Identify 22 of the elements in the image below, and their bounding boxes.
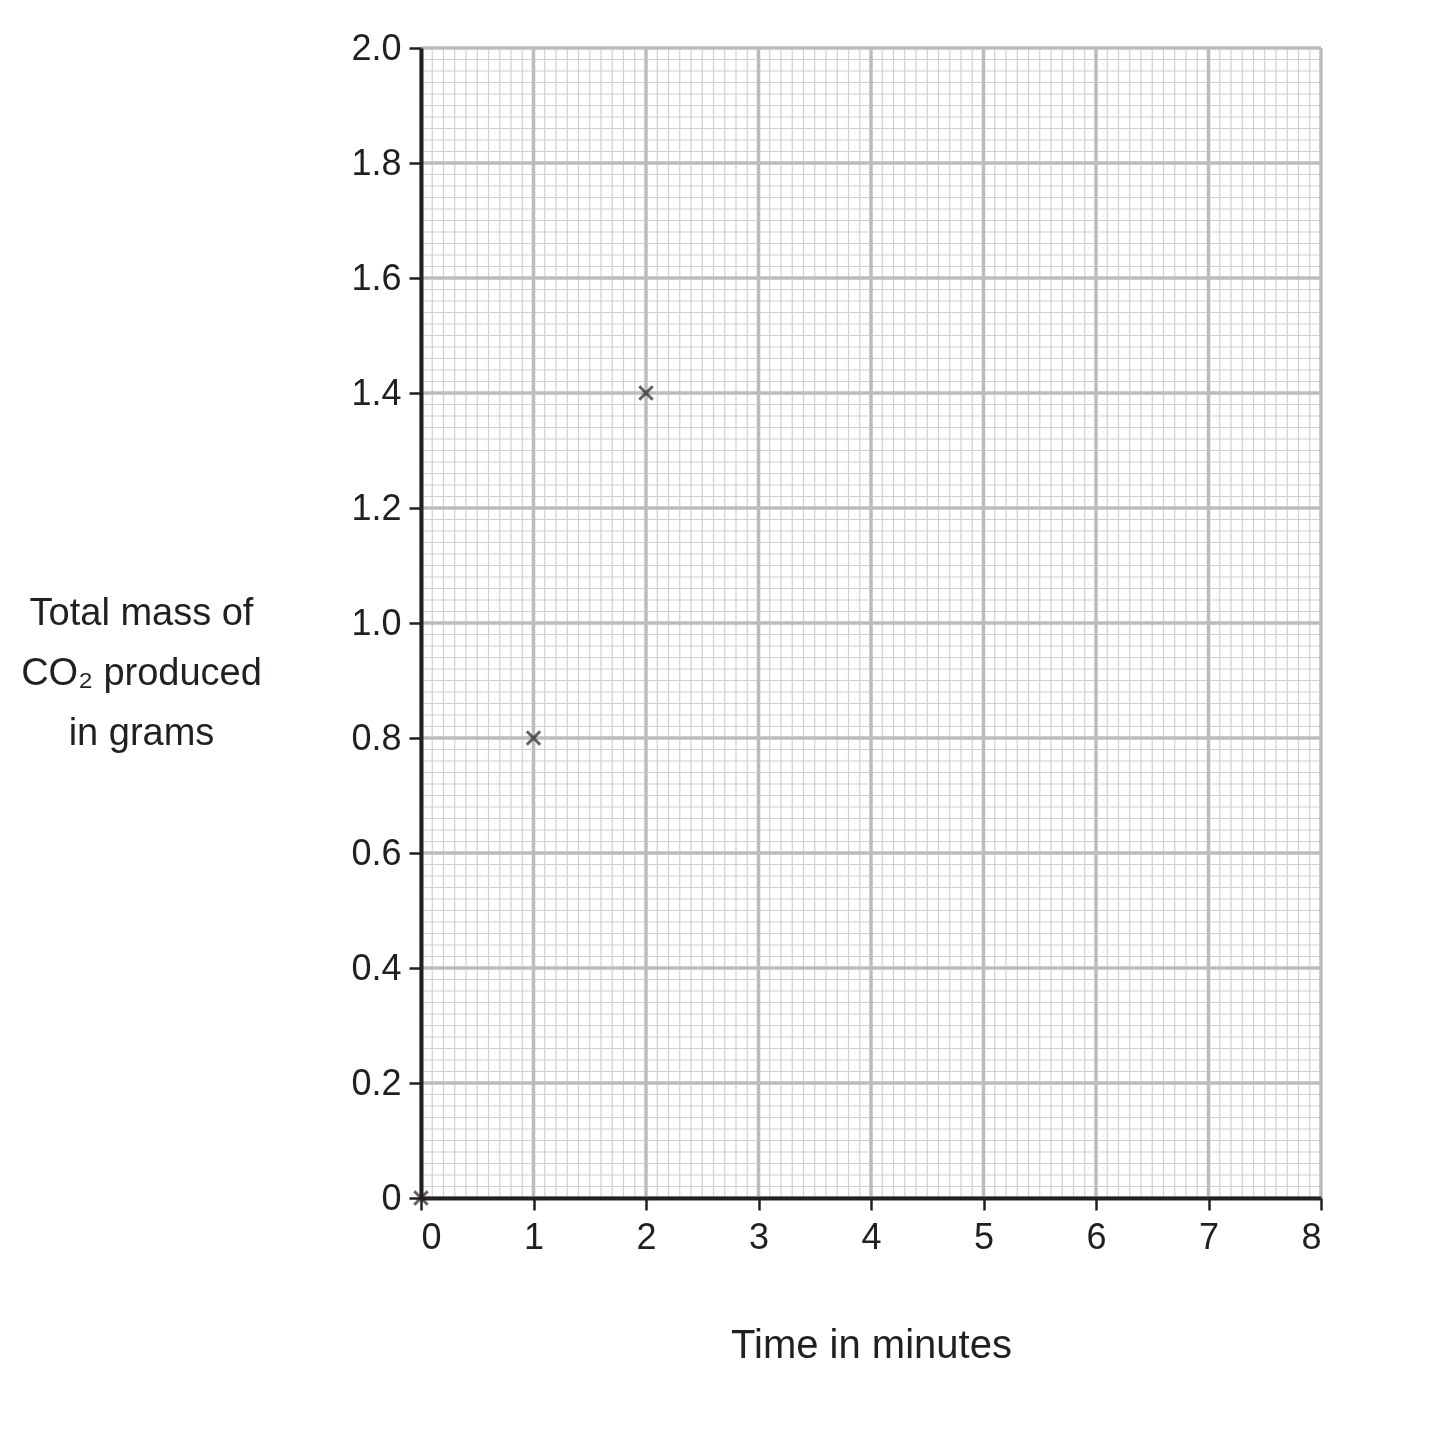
y-tick-label: 2.0 (351, 26, 402, 68)
x-tick-label: 2 (636, 1215, 657, 1257)
y-tick-label: 1.8 (351, 141, 402, 183)
y-tick-label: 0 (381, 1176, 402, 1218)
x-tick-label: 8 (1301, 1215, 1322, 1257)
x-tick-label: 4 (861, 1215, 882, 1257)
x-tick-label: 0 (421, 1215, 442, 1257)
y-tick-label: 1.2 (351, 486, 402, 528)
y-tick-label: 1.6 (351, 256, 402, 298)
x-tick-label: 3 (748, 1215, 770, 1257)
y-tick-label: 1.4 (351, 371, 402, 413)
y-axis-title: Total mass of CO₂ produced in grams (21, 590, 262, 753)
y-tick-label: 0.6 (351, 831, 402, 873)
x-tick-label: 5 (973, 1215, 995, 1257)
x-tick-label: 1 (523, 1215, 545, 1257)
y-tick-label: 0.4 (351, 946, 402, 988)
y-tick-label: 0.2 (351, 1061, 402, 1103)
x-tick-label: 7 (1198, 1215, 1220, 1257)
x-axis-title: Time in minutes (731, 1321, 1012, 1366)
y-tick-label: 0.8 (351, 716, 402, 758)
y-tick-label: 1.0 (351, 601, 402, 643)
x-tick-label: 6 (1086, 1215, 1107, 1257)
